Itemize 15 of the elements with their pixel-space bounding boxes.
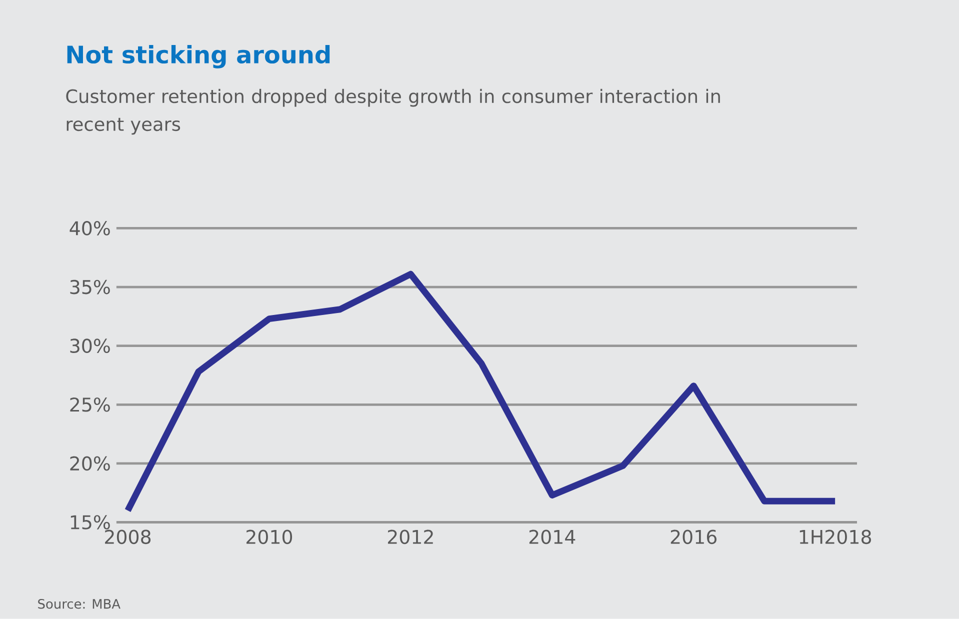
chart-title: Not sticking around (67, 45, 330, 68)
y-tick-label: 20% (70, 456, 110, 471)
x-tick-label: 2012 (388, 530, 433, 544)
x-tick-label: 1H2018 (800, 530, 871, 544)
x-tick-label: 2008 (105, 530, 151, 544)
y-tick-label: 25% (70, 398, 110, 412)
source-note: Source: MBA (38, 598, 120, 609)
x-tick-label: 2016 (670, 530, 716, 544)
y-tick-label: 15% (70, 515, 110, 530)
x-tick-label: 2014 (529, 530, 576, 544)
x-tick-label: 2010 (246, 530, 292, 544)
y-tick-label: 40% (70, 221, 110, 236)
y-tick-label: 30% (70, 338, 110, 354)
chart-subtitle: Customer retention dropped despite growth in consumer interaction in recent years (66, 88, 720, 135)
y-tick-label: 35% (70, 280, 110, 294)
